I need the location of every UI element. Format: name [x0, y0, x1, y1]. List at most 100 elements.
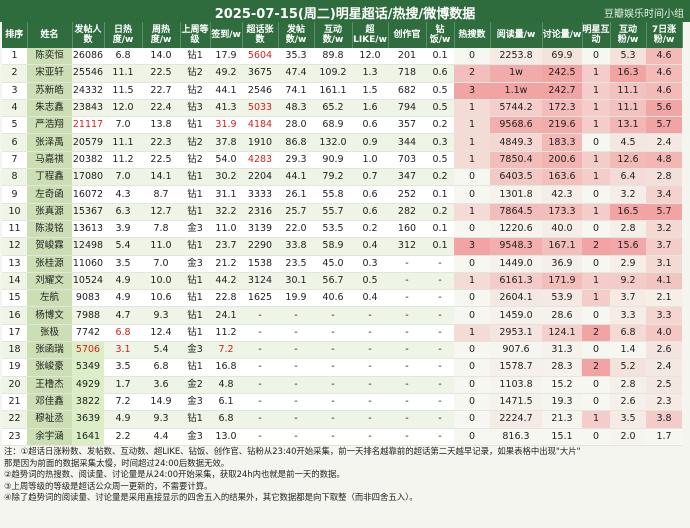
- table-cell: 1: [2, 48, 27, 66]
- table-cell: 0: [582, 393, 610, 412]
- table-cell: 9.2: [610, 272, 646, 291]
- table-cell: 3.9: [104, 220, 142, 239]
- table-cell: 4.7: [104, 306, 142, 325]
- table-cell: 242.7: [542, 82, 582, 100]
- table-cell: 21.3: [542, 410, 582, 429]
- table-cell: 0.1: [426, 48, 454, 66]
- star-name-cell: 邓佳鑫: [27, 393, 72, 412]
- table-cell: 0.5: [426, 82, 454, 100]
- table-cell: 31.1: [210, 185, 242, 204]
- table-cell: 金3: [180, 428, 210, 446]
- star-name-cell: 杨博文: [27, 306, 72, 325]
- table-cell: 347: [388, 168, 426, 187]
- table-cell: 钻2: [180, 151, 210, 170]
- table-cell: 6.8: [142, 358, 180, 377]
- header-row: 排序 姓名 发帖人数 日热度/w 周热度/w 上周等级 签到/w 超话张数 发帖数/w 互动数/w…: [2, 22, 683, 48]
- table-cell: 1: [454, 324, 490, 343]
- star-name-cell: 张泽禹: [27, 133, 72, 152]
- table-cell: 703: [388, 151, 426, 170]
- data-table: 排序 姓名 发帖人数 日热度/w 周热度/w 上周等级 签到/w 超话张数 发帖数/w 互动数/w…: [2, 22, 683, 446]
- table-cell: 53.9: [542, 289, 582, 308]
- column-header: 热搜数: [454, 22, 491, 48]
- table-cell: 1.5: [352, 82, 388, 100]
- table-cell: 0.2: [426, 203, 454, 221]
- table-cell: 0.1: [426, 220, 454, 239]
- table-cell: 3333: [242, 185, 278, 204]
- table-cell: 3.6: [142, 376, 180, 394]
- table-cell: 2224.7: [490, 410, 542, 429]
- table-cell: 0: [582, 341, 610, 360]
- table-cell: 0.6: [352, 185, 388, 204]
- table-cell: 0.9: [352, 133, 388, 152]
- table-cell: -: [352, 410, 388, 429]
- note-line: ④除了趋势词的阅读量、讨论量是采用直接显示的四舍五入的结果外，其它数据都是向下取…: [4, 492, 418, 503]
- table-cell: 4.9: [104, 272, 142, 291]
- table-cell: 2.8: [646, 168, 682, 187]
- table-cell: -: [278, 393, 314, 412]
- note-line: 注：①超话日涨粉数、发帖数、互动数、超LIKE、钻饭、创作官、钻粉从23:40开…: [4, 446, 581, 456]
- table-cell: 109.2: [314, 64, 352, 83]
- table-cell: 24.1: [210, 306, 242, 325]
- table-cell: 4.8: [646, 151, 682, 170]
- table-cell: 90.9: [314, 151, 352, 170]
- table-cell: -: [352, 393, 388, 412]
- table-cell: 172.3: [542, 99, 582, 118]
- column-header: 上周等级: [180, 22, 211, 48]
- table-cell: -: [278, 376, 314, 394]
- table-cell: 2290: [242, 237, 278, 256]
- table-cell: -: [388, 272, 426, 291]
- table-cell: -: [426, 289, 454, 308]
- table-cell: 2.4: [646, 358, 682, 377]
- table-cell: 11060: [72, 255, 104, 273]
- table-cell: -: [242, 324, 278, 343]
- table-cell: 钻1: [180, 48, 210, 66]
- table-cell: 5604: [242, 48, 278, 66]
- star-name-cell: 张函瑞: [27, 341, 72, 360]
- table-cell: 28.0: [278, 116, 314, 135]
- table-cell: 65.2: [314, 99, 352, 118]
- table-cell: 0.5: [426, 151, 454, 170]
- table-cell: 17080: [72, 168, 104, 187]
- table-row: 14 刘耀文 10524 4.9 10.0 钻1 44.2 3124 30.1 56.7 0.5- -…: [2, 272, 682, 291]
- table-cell: 36.9: [542, 255, 582, 273]
- table-cell: 16.5: [610, 203, 646, 221]
- table-cell: 2.0: [610, 428, 646, 446]
- table-cell: 682: [388, 82, 426, 100]
- table-cell: 1: [582, 410, 610, 429]
- table-cell: -: [426, 324, 454, 343]
- table-cell: 86.8: [278, 133, 314, 152]
- table-cell: 7.2: [104, 393, 142, 412]
- table-cell: 0: [582, 185, 610, 204]
- title-bar: 2025-07-15(周二)明星超话/热搜/微博数据 豆瓣娱乐时间小组: [0, 0, 690, 22]
- table-cell: -: [388, 289, 426, 308]
- table-cell: 4.6: [646, 82, 682, 100]
- table-cell: 11.1: [104, 64, 142, 83]
- table-cell: 钻1: [180, 116, 210, 135]
- table-cell: 54.0: [210, 151, 242, 170]
- table-cell: 0: [454, 255, 490, 273]
- table-cell: -: [242, 358, 278, 377]
- table-cell: 252: [388, 185, 426, 204]
- table-cell: -: [388, 306, 426, 325]
- table-cell: 5.2: [610, 358, 646, 377]
- table-cell: 4184: [242, 116, 278, 135]
- table-cell: 74.1: [278, 82, 314, 100]
- table-cell: -: [388, 358, 426, 377]
- table-row: 4 朱志鑫 23843 12.0 22.4 钻3 41.3 5033 48.3 65.2 1.6 79…: [2, 99, 682, 118]
- table-cell: -: [242, 393, 278, 412]
- table-cell: -: [352, 306, 388, 325]
- table-cell: 0.1: [426, 237, 454, 256]
- column-header: 明星互动: [582, 22, 611, 48]
- table-cell: 11.1: [610, 99, 646, 118]
- star-name-cell: 余宇涵: [27, 428, 72, 446]
- table-cell: -: [314, 358, 352, 377]
- table-row: 2 宋亚轩 25546 11.1 22.5 钻2 49.2 3675 47.4 109.2 1.3 7…: [2, 64, 682, 83]
- table-cell: 17.9: [210, 48, 242, 66]
- table-row: 22 穆祉丞 3639 4.9 9.3 钻1 6.8- - - - - -0 2224.7 21.3 1 3.…: [2, 410, 682, 429]
- table-cell: 26.1: [278, 185, 314, 204]
- column-header: 7日涨粉/w: [646, 22, 683, 48]
- table-cell: 10.6: [142, 289, 180, 308]
- star-name-cell: 陈浚铭: [27, 220, 72, 239]
- table-cell: 4.0: [646, 324, 682, 343]
- table-cell: 6.8: [210, 410, 242, 429]
